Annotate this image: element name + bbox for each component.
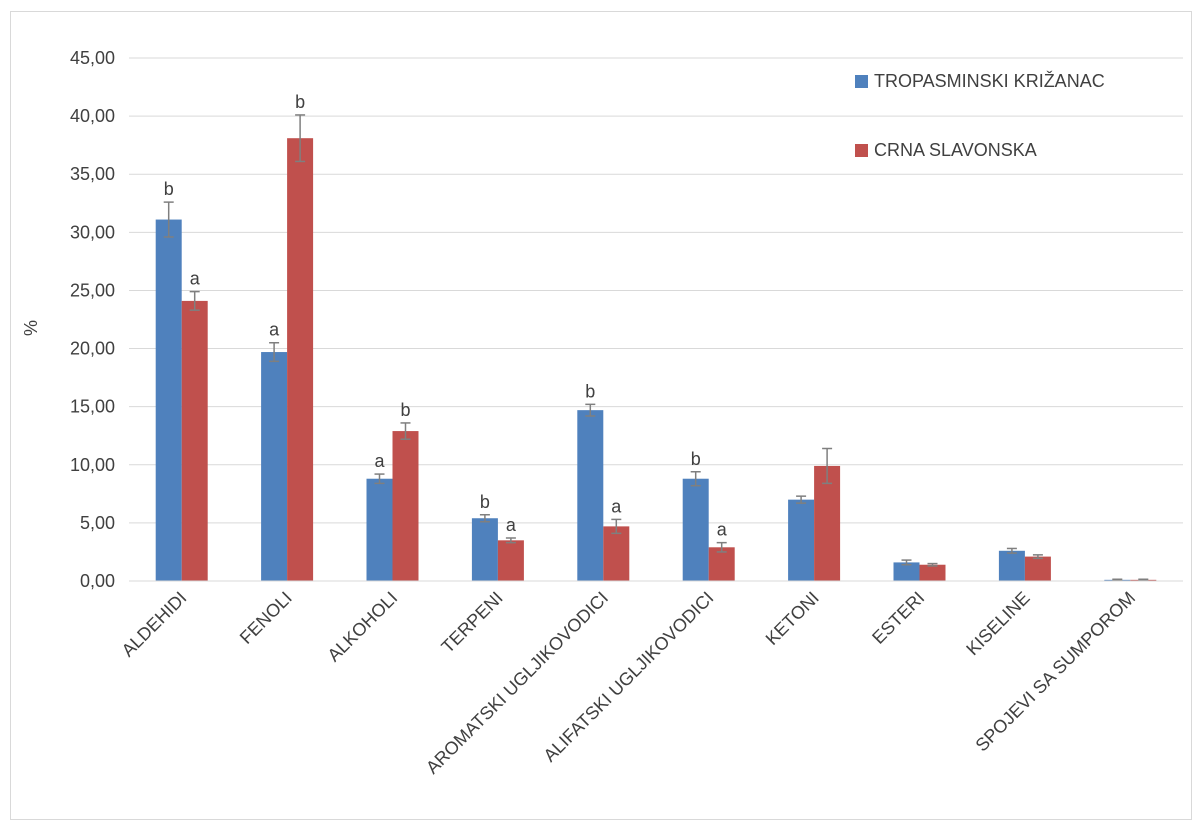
x-category-label: ALKOHOLI [324,588,402,666]
legend-swatch [855,144,868,157]
bar [497,540,524,581]
significance-letter: b [691,449,701,469]
chart-frame: 0,00 5,00 10,00 15,00 20,00 25,00 30,00 35,00 40… [10,11,1192,820]
x-category-label: KISELINE [962,588,1033,659]
x-category-label: FENOLI [236,588,296,648]
bar [155,219,182,581]
significance-letter: a [611,496,622,516]
y-axis-ticks: 0,00 5,00 10,00 15,00 20,00 25,00 30,00 35,00 40… [70,48,115,591]
significance-letter: b [480,492,490,512]
bar [1024,556,1051,581]
x-category-label: KETONI [762,588,823,649]
y-tick-label: 0,00 [80,571,115,591]
significance-letter: a [506,515,517,535]
significance-letter: a [374,451,385,471]
bar [708,547,735,581]
y-tick-label: 40,00 [70,106,115,126]
significance-letter: a [717,520,728,540]
legend: TROPASMINSKI KRIŽANAC CRNA SLAVONSKA [855,71,1105,160]
bar [893,562,920,581]
bar [261,352,288,581]
bars [155,138,1157,581]
legend-label: TROPASMINSKI KRIŽANAC [874,71,1105,91]
y-tick-label: 30,00 [70,222,115,242]
y-tick-label: 15,00 [70,397,115,417]
y-tick-label: 45,00 [70,48,115,68]
significance-letter: b [164,179,174,199]
y-axis-title: % [21,320,41,336]
y-tick-label: 25,00 [70,280,115,300]
bar [287,138,314,581]
bar [366,478,393,581]
y-tick-label: 20,00 [70,339,115,359]
significance-letter: a [190,269,201,289]
significance-letter: b [400,400,410,420]
bar [603,526,630,581]
significance-letter: a [269,320,280,340]
x-category-label: ALDEHIDI [118,588,191,661]
bar-chart: 0,00 5,00 10,00 15,00 20,00 25,00 30,00 35,00 40… [21,48,1183,778]
y-tick-label: 10,00 [70,455,115,475]
y-tick-label: 5,00 [80,513,115,533]
x-category-label: ESTERI [868,588,928,648]
x-category-label: ALIFATSKI UGLJIKOVODICI [540,588,718,766]
y-tick-label: 35,00 [70,164,115,184]
legend-swatch [855,75,868,88]
bar [788,499,815,581]
legend-label: CRNA SLAVONSKA [874,140,1037,160]
bar [682,478,709,581]
significance-letter: b [585,381,595,401]
x-category-label: AROMATSKI UGLJIKOVODICI [422,588,612,778]
bar [814,465,841,581]
significance-letter: b [295,92,305,112]
bar [471,518,498,581]
bar [181,300,208,581]
bar [919,564,946,581]
error-bars [163,114,1149,582]
bar [392,431,419,581]
bar [998,550,1025,581]
bar [577,410,604,581]
x-category-label: TERPENI [437,588,506,657]
